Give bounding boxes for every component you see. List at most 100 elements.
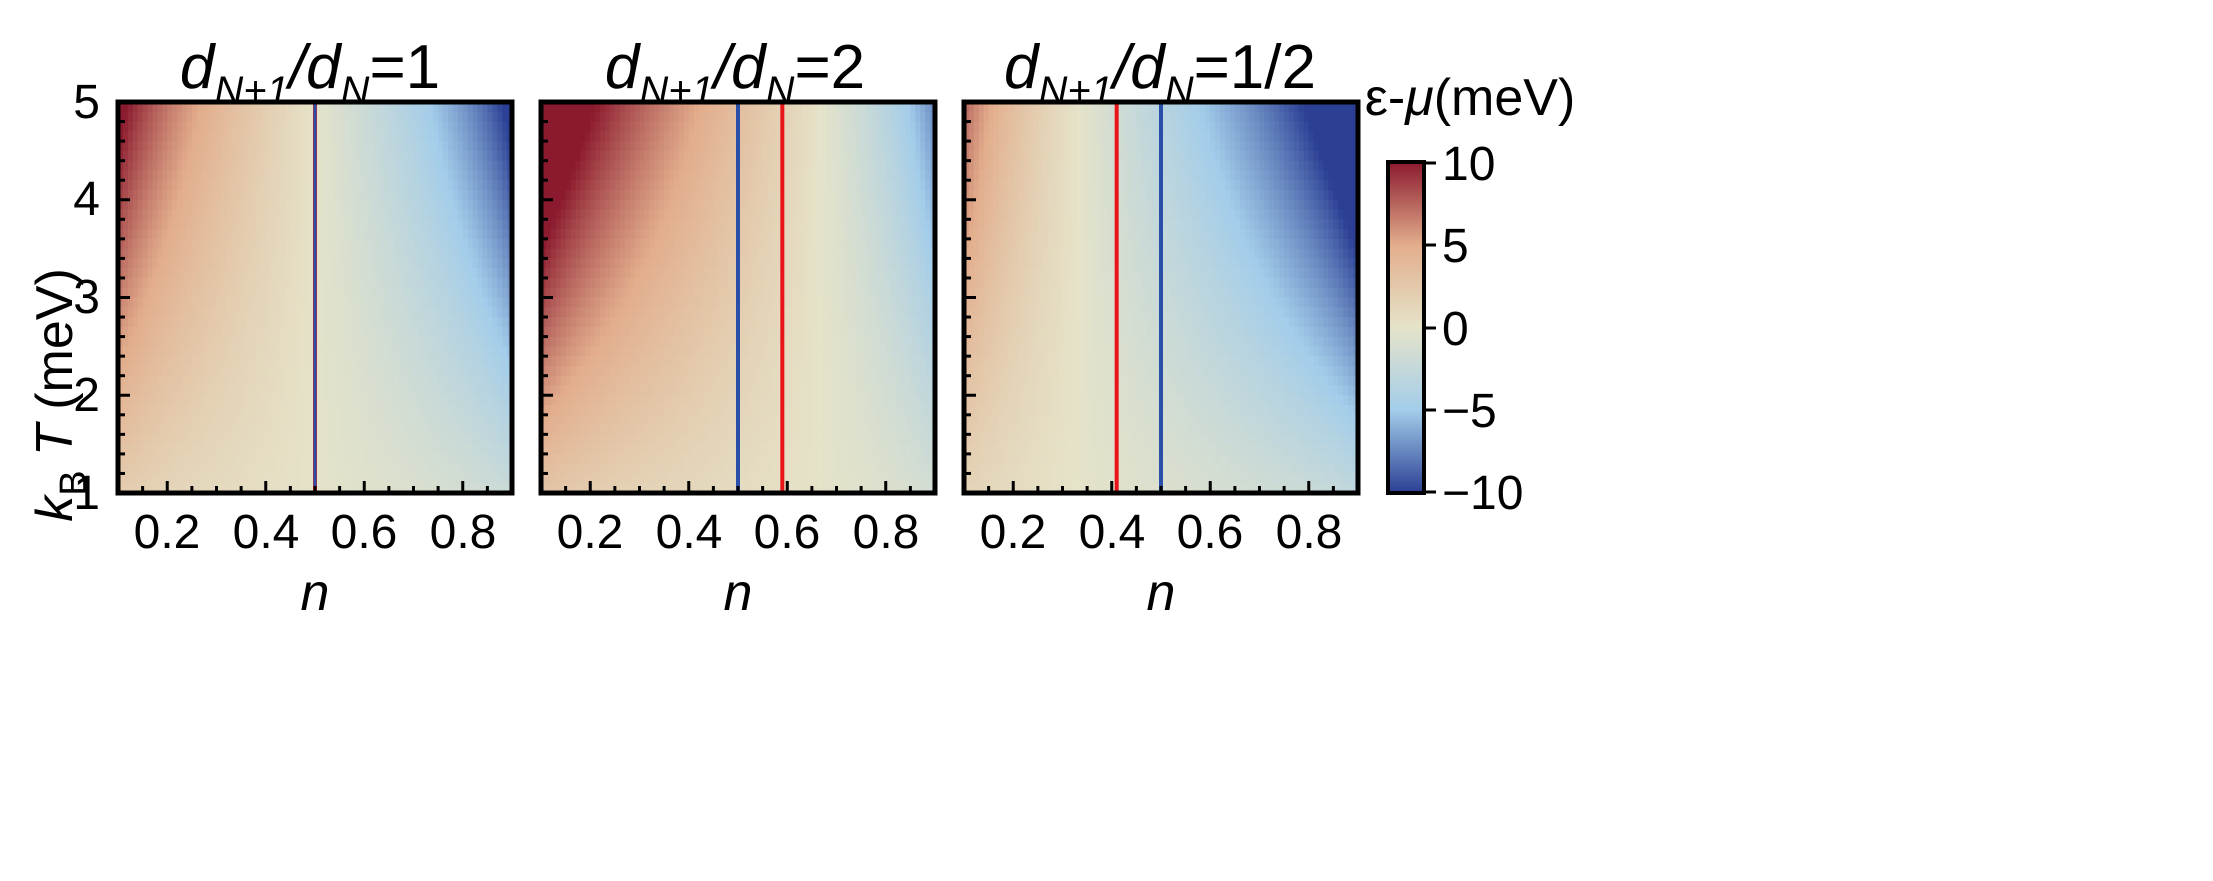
heatmap-cell xyxy=(595,121,601,132)
heatmap-cell xyxy=(678,121,685,132)
heatmap-cell xyxy=(231,453,237,465)
heatmap-cell xyxy=(428,453,434,465)
heatmap-cell xyxy=(413,121,420,132)
heatmap-cell xyxy=(467,385,474,396)
heatmap-cell xyxy=(555,307,562,318)
heatmap-cell xyxy=(733,238,739,250)
heatmap-cell xyxy=(137,395,144,406)
heatmap-cell xyxy=(673,170,680,181)
heatmap-cell xyxy=(122,141,129,152)
heatmap-cell xyxy=(580,258,586,269)
heatmap-cell xyxy=(624,277,631,289)
heatmap-cell xyxy=(565,268,572,279)
panel-2: dN+1/dN=2 0.2 0.4 0.6 0.8 n xyxy=(538,33,938,622)
heatmap-cell xyxy=(565,189,572,201)
heatmap-cell xyxy=(624,189,631,201)
heatmap-cell xyxy=(550,258,557,269)
heatmap-cell xyxy=(403,258,410,269)
heatmap-cell xyxy=(580,150,586,162)
heatmap-cell xyxy=(162,229,168,240)
heatmap-cell xyxy=(142,395,149,406)
heatmap-cell xyxy=(137,209,144,220)
heatmap-cell xyxy=(560,326,567,338)
heatmap-cell xyxy=(629,395,636,406)
heatmap-cell xyxy=(629,346,636,357)
heatmap-cell xyxy=(319,356,326,367)
heatmap-cell xyxy=(457,219,464,230)
heatmap-cell xyxy=(413,405,420,416)
heatmap-cell xyxy=(452,375,459,387)
heatmap-cell xyxy=(472,199,479,211)
heatmap-cell xyxy=(250,414,257,426)
heatmap-cell xyxy=(728,453,734,465)
heatmap-cell xyxy=(723,444,729,455)
heatmap-cell xyxy=(723,356,729,367)
heatmap-cell xyxy=(295,121,301,132)
heatmap-cell xyxy=(241,111,247,123)
heatmap-cell xyxy=(644,444,650,455)
heatmap-cell xyxy=(457,287,464,299)
heatmap-cell xyxy=(575,424,581,435)
x-tick-label-0.2: 0.2 xyxy=(134,506,201,559)
heatmap-cell xyxy=(659,189,665,201)
heatmap-cell xyxy=(639,219,646,230)
heatmap-cell xyxy=(609,287,616,299)
heatmap-cell xyxy=(728,180,734,191)
heatmap-cell xyxy=(305,199,311,211)
heatmap-cell xyxy=(275,444,282,455)
heatmap-cell xyxy=(132,121,139,132)
heatmap-cell xyxy=(191,424,198,435)
heatmap-cell xyxy=(310,365,316,377)
heatmap-cell xyxy=(472,346,479,357)
heatmap-cell xyxy=(619,268,626,279)
heatmap-cell xyxy=(408,229,415,240)
heatmap-cell xyxy=(270,219,277,230)
heatmap-cell xyxy=(443,238,449,250)
heatmap-cell xyxy=(438,336,444,347)
heatmap-cell xyxy=(379,209,385,220)
heatmap-cell xyxy=(693,160,700,172)
heatmap-cell xyxy=(255,356,262,367)
heatmap-cell xyxy=(462,414,469,426)
heatmap-cell xyxy=(374,385,380,396)
heatmap-cell xyxy=(349,385,355,396)
heatmap-cell xyxy=(265,287,272,299)
heatmap-cell xyxy=(241,277,247,289)
heatmap-cell xyxy=(614,121,621,132)
heatmap-cell xyxy=(191,199,198,211)
heatmap-cell xyxy=(703,375,710,387)
heatmap-cell xyxy=(728,463,734,475)
heatmap-cell xyxy=(609,209,616,220)
heatmap-cell xyxy=(703,463,710,475)
heatmap-cell xyxy=(624,385,631,396)
heatmap-cell xyxy=(295,317,301,328)
heatmap-cell xyxy=(492,336,498,347)
heatmap-cell xyxy=(354,189,360,201)
heatmap-cell xyxy=(693,199,700,211)
heatmap-cell xyxy=(191,131,198,142)
heatmap-cell xyxy=(142,356,149,367)
heatmap-cell xyxy=(300,395,306,406)
heatmap-cell xyxy=(447,356,454,367)
heatmap-cell xyxy=(492,307,498,318)
heatmap-cell xyxy=(132,395,139,406)
heatmap-cell xyxy=(122,121,129,132)
heatmap-cell xyxy=(575,268,581,279)
heatmap-cell xyxy=(550,395,557,406)
heatmap-cell xyxy=(339,238,346,250)
heatmap-cell xyxy=(260,424,267,435)
heatmap-cell xyxy=(191,111,198,123)
heatmap-cell xyxy=(374,395,380,406)
heatmap-cell xyxy=(733,287,739,299)
heatmap-cell xyxy=(467,307,474,318)
heatmap-cell xyxy=(344,297,351,308)
heatmap-cell xyxy=(605,473,611,484)
heatmap-cell xyxy=(241,150,247,162)
heatmap-cell xyxy=(319,160,326,172)
heatmap-cell xyxy=(698,238,705,250)
heatmap-cell xyxy=(364,453,370,465)
heatmap-cell xyxy=(315,131,321,142)
heatmap-cell xyxy=(172,199,178,211)
heatmap-cell xyxy=(206,170,213,181)
heatmap-cell xyxy=(172,287,178,299)
